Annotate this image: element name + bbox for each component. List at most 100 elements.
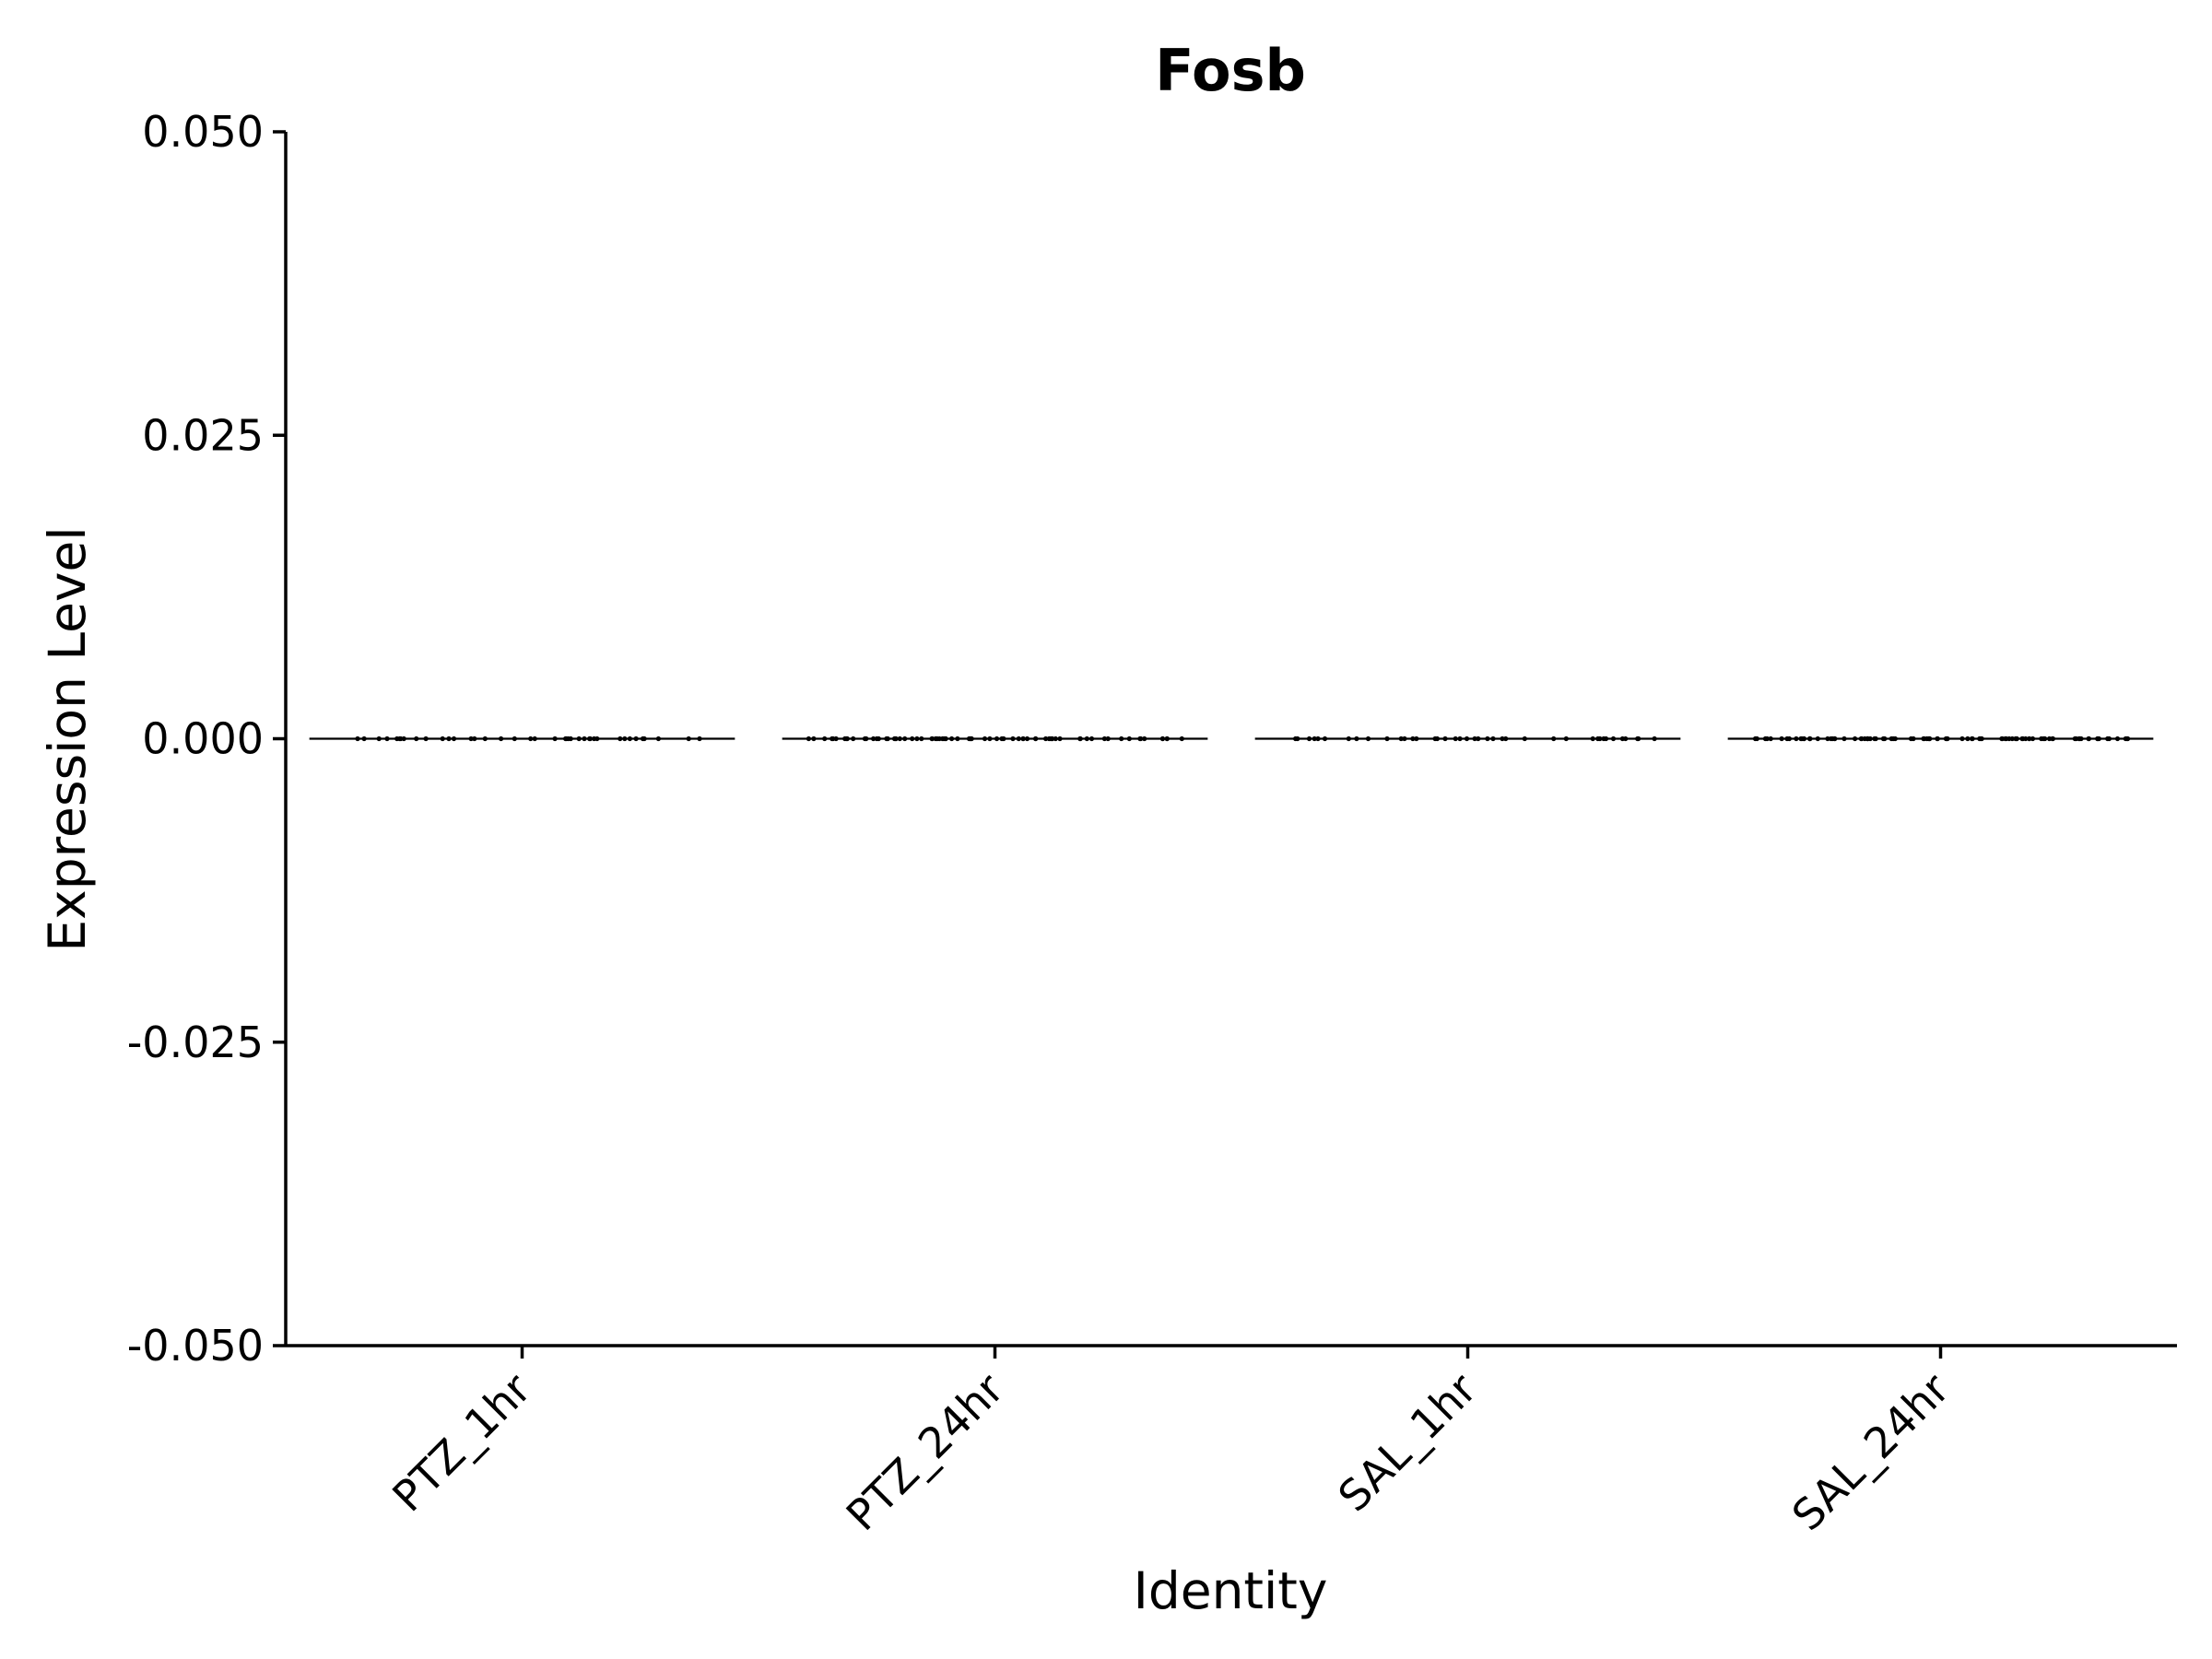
- y-axis-label: Expression Level: [38, 526, 97, 951]
- point-PTZ_24hr: [1084, 735, 1089, 742]
- y-tick-label: -0.050: [127, 1321, 264, 1371]
- point-PTZ_1hr: [576, 735, 582, 742]
- point-SAL_1hr: [1295, 735, 1300, 742]
- chart-title: Fosb: [1155, 37, 1306, 104]
- point-PTZ_24hr: [1020, 735, 1026, 742]
- point-SAL_24hr: [2096, 735, 2101, 742]
- point-SAL_1hr: [1457, 735, 1463, 742]
- point-PTZ_1hr: [622, 735, 628, 742]
- point-SAL_24hr: [1999, 735, 2005, 742]
- point-PTZ_24hr: [851, 735, 856, 742]
- point-SAL_1hr: [1603, 735, 1609, 742]
- point-SAL_1hr: [1563, 735, 1569, 742]
- point-PTZ_24hr: [933, 735, 938, 742]
- point-PTZ_24hr: [1033, 735, 1039, 742]
- point-SAL_24hr: [1965, 735, 1971, 742]
- point-SAL_24hr: [1768, 735, 1773, 742]
- point-PTZ_1hr: [482, 735, 488, 742]
- point-SAL_24hr: [1921, 735, 1926, 742]
- point-SAL_1hr: [1522, 735, 1527, 742]
- point-SAL_1hr: [1365, 735, 1371, 742]
- point-SAL_24hr: [1779, 735, 1784, 742]
- point-PTZ_24hr: [885, 735, 890, 742]
- point-SAL_24hr: [1873, 735, 1878, 742]
- y-tick-label: 0.050: [142, 107, 264, 157]
- point-SAL_24hr: [2042, 735, 2048, 742]
- point-SAL_1hr: [1354, 735, 1359, 742]
- point-SAL_1hr: [1453, 735, 1458, 742]
- point-SAL_1hr: [1503, 735, 1509, 742]
- point-SAL_24hr: [2114, 735, 2121, 742]
- point-PTZ_1hr: [633, 735, 639, 742]
- point-PTZ_24hr: [871, 735, 877, 742]
- point-SAL_24hr: [2046, 735, 2053, 742]
- point-PTZ_24hr: [1159, 735, 1166, 742]
- point-PTZ_24hr: [811, 735, 817, 742]
- point-PTZ_1hr: [655, 735, 662, 742]
- point-SAL_1hr: [1322, 735, 1328, 742]
- point-SAL_24hr: [2030, 735, 2036, 742]
- point-PTZ_24hr: [1016, 735, 1021, 742]
- point-SAL_24hr: [2077, 735, 2082, 742]
- point-PTZ_24hr: [910, 735, 915, 742]
- point-SAL_24hr: [1801, 735, 1806, 742]
- point-SAL_1hr: [1551, 735, 1557, 742]
- point-PTZ_24hr: [842, 735, 848, 742]
- point-PTZ_1hr: [376, 735, 382, 742]
- point-PTZ_24hr: [994, 735, 1000, 742]
- point-SAL_24hr: [1841, 735, 1847, 742]
- point-PTZ_24hr: [806, 735, 812, 742]
- point-PTZ_1hr: [587, 735, 594, 742]
- point-SAL_24hr: [2003, 735, 2008, 742]
- point-SAL_24hr: [2019, 735, 2025, 742]
- point-PTZ_1hr: [697, 735, 702, 742]
- point-SAL_24hr: [1858, 735, 1864, 742]
- point-SAL_1hr: [1384, 735, 1390, 742]
- point-SAL_24hr: [2106, 735, 2112, 742]
- point-PTZ_24hr: [830, 735, 835, 742]
- point-PTZ_1hr: [414, 735, 419, 742]
- point-PTZ_1hr: [472, 735, 477, 742]
- point-PTZ_1hr: [384, 735, 390, 742]
- point-SAL_1hr: [1414, 735, 1419, 742]
- y-tick-label: -0.025: [127, 1018, 264, 1067]
- point-PTZ_24hr: [1053, 735, 1058, 742]
- point-SAL_24hr: [1911, 735, 1916, 742]
- point-PTZ_24hr: [943, 735, 948, 742]
- point-SAL_24hr: [2023, 735, 2029, 742]
- point-SAL_24hr: [1890, 735, 1896, 742]
- point-PTZ_24hr: [914, 735, 920, 742]
- point-SAL_1hr: [1442, 735, 1448, 742]
- point-PTZ_24hr: [1101, 735, 1107, 742]
- point-PTZ_24hr: [897, 735, 902, 742]
- point-PTZ_24hr: [822, 735, 828, 742]
- point-SAL_24hr: [1807, 735, 1813, 742]
- point-PTZ_24hr: [1043, 735, 1049, 742]
- point-PTZ_24hr: [949, 735, 955, 742]
- point-PTZ_24hr: [1119, 735, 1124, 742]
- point-SAL_24hr: [2014, 735, 2019, 742]
- point-SAL_24hr: [1959, 735, 1965, 742]
- point-PTZ_1hr: [401, 735, 406, 742]
- point-PTZ_1hr: [499, 735, 504, 742]
- y-tick-label: 0.025: [142, 410, 264, 460]
- point-SAL_1hr: [1432, 735, 1438, 742]
- point-PTZ_24hr: [966, 735, 972, 742]
- point-SAL_24hr: [1764, 735, 1770, 742]
- point-SAL_24hr: [1935, 735, 1940, 742]
- point-PTZ_1hr: [627, 735, 633, 742]
- point-PTZ_24hr: [1179, 735, 1184, 742]
- point-SAL_1hr: [1306, 735, 1312, 742]
- point-SAL_1hr: [1595, 735, 1601, 742]
- point-PTZ_1hr: [552, 735, 558, 742]
- point-PTZ_24hr: [1105, 735, 1111, 742]
- point-PTZ_1hr: [582, 735, 587, 742]
- point-PTZ_1hr: [563, 735, 569, 742]
- point-SAL_1hr: [1635, 735, 1641, 742]
- point-PTZ_1hr: [451, 735, 457, 742]
- point-PTZ_1hr: [423, 735, 429, 742]
- y-tick-label: 0.000: [142, 714, 264, 764]
- point-PTZ_24hr: [1057, 735, 1063, 742]
- point-SAL_1hr: [1398, 735, 1404, 742]
